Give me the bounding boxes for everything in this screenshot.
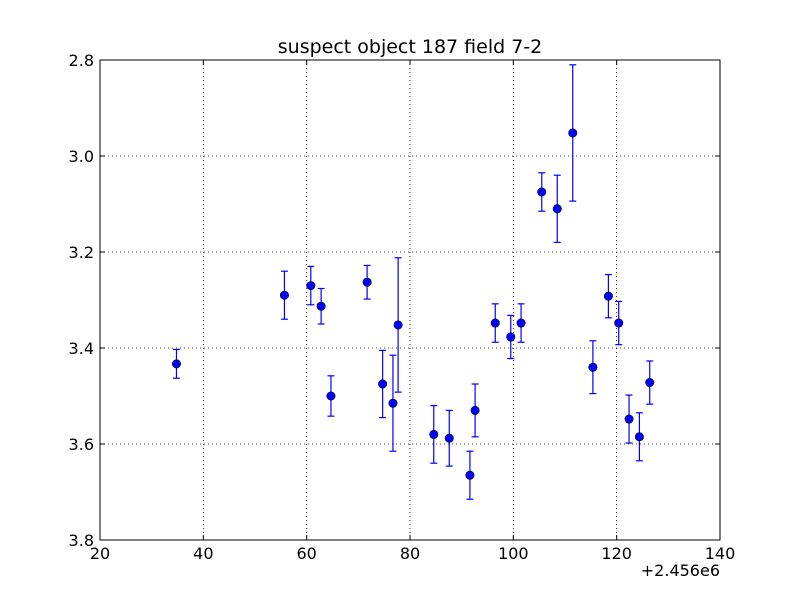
data-point bbox=[552, 204, 562, 214]
y-tick-label: 2.8 bbox=[69, 51, 94, 70]
y-tick-label: 3.2 bbox=[69, 243, 94, 262]
grid bbox=[100, 60, 720, 540]
axis-ticks bbox=[99, 59, 721, 541]
data-point bbox=[306, 281, 316, 291]
y-tick-labels: 2.8 3.0 3.2 3.4 3.6 3.8 bbox=[69, 51, 94, 550]
data-point bbox=[279, 290, 289, 300]
data-point bbox=[603, 291, 613, 301]
data-point bbox=[614, 318, 624, 328]
data-point bbox=[537, 187, 547, 197]
data-points bbox=[171, 128, 655, 480]
data-point bbox=[326, 391, 336, 401]
x-tick-label: 100 bbox=[498, 544, 529, 563]
data-point bbox=[171, 359, 181, 369]
y-tick-label: 3.4 bbox=[69, 339, 94, 358]
chart-title: suspect object 187 field 7-2 bbox=[278, 36, 543, 58]
data-point bbox=[588, 362, 598, 372]
data-point bbox=[470, 405, 480, 415]
x-tick-label: 120 bbox=[601, 544, 632, 563]
data-point bbox=[362, 277, 372, 287]
x-tick-label: 140 bbox=[705, 544, 736, 563]
x-tick-labels: 20 40 60 80 100 120 140 bbox=[90, 544, 735, 563]
data-point bbox=[645, 378, 655, 388]
data-point bbox=[316, 301, 326, 311]
data-point bbox=[393, 320, 403, 330]
data-point bbox=[516, 318, 526, 328]
data-point bbox=[490, 318, 500, 328]
x-offset-label: +2.456e6 bbox=[641, 561, 720, 580]
data-point bbox=[568, 128, 578, 138]
x-tick-label: 40 bbox=[193, 544, 213, 563]
y-tick-label: 3.0 bbox=[69, 147, 94, 166]
y-tick-label: 3.6 bbox=[69, 435, 94, 454]
data-point bbox=[624, 414, 634, 424]
x-tick-label: 60 bbox=[296, 544, 316, 563]
data-point bbox=[465, 470, 475, 480]
data-point bbox=[378, 379, 388, 389]
y-tick-label: 3.8 bbox=[69, 531, 94, 550]
data-point bbox=[634, 432, 644, 442]
x-tick-label: 20 bbox=[90, 544, 110, 563]
data-point bbox=[444, 433, 454, 443]
data-point bbox=[506, 332, 516, 342]
x-tick-label: 80 bbox=[400, 544, 420, 563]
data-point bbox=[429, 429, 439, 439]
data-point bbox=[388, 398, 398, 408]
